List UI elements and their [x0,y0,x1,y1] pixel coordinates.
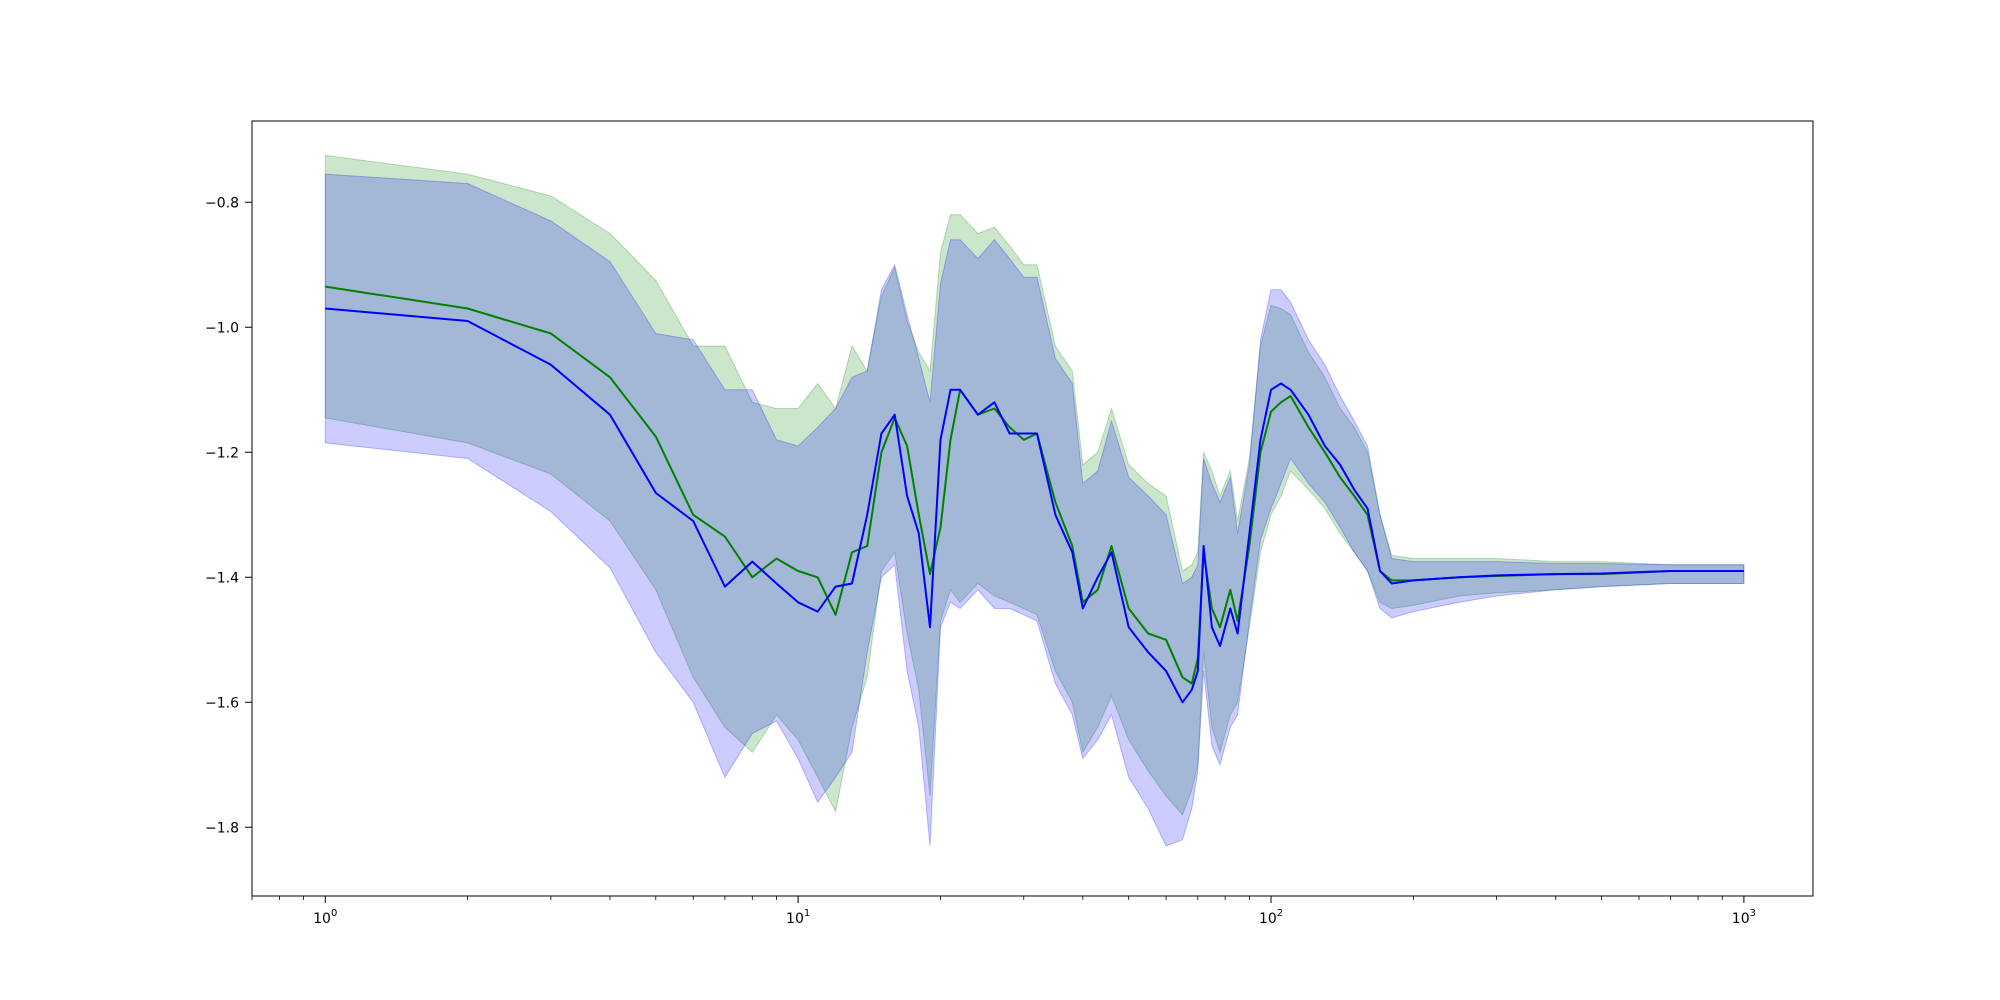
confidence-bands [324,154,1745,847]
x-tick-label: 100 [313,908,337,927]
y-tick-label: −1.2 [205,445,239,461]
series-lines [325,285,1744,704]
x-tick-label: 103 [1732,908,1756,927]
y-axis: −0.8 −1.0 −1.2 −1.4 −1.6 −1.8 [205,195,252,836]
y-tick-label: −1.6 [205,695,239,711]
series-1-band [324,154,1745,816]
x-tick-label: 102 [1259,908,1283,927]
y-tick-label: −1.8 [205,820,239,836]
y-tick-label: −1.4 [205,570,239,586]
series-2-line [325,307,1744,704]
series-1-line [325,285,1744,685]
x-tick-label: 101 [786,908,810,927]
plot-frame [251,120,1814,897]
y-tick-label: −0.8 [205,195,239,211]
x-axis: 100 101 102 103 [251,896,1756,927]
y-tick-label: −1.0 [205,320,239,336]
series-2-band [324,173,1745,847]
